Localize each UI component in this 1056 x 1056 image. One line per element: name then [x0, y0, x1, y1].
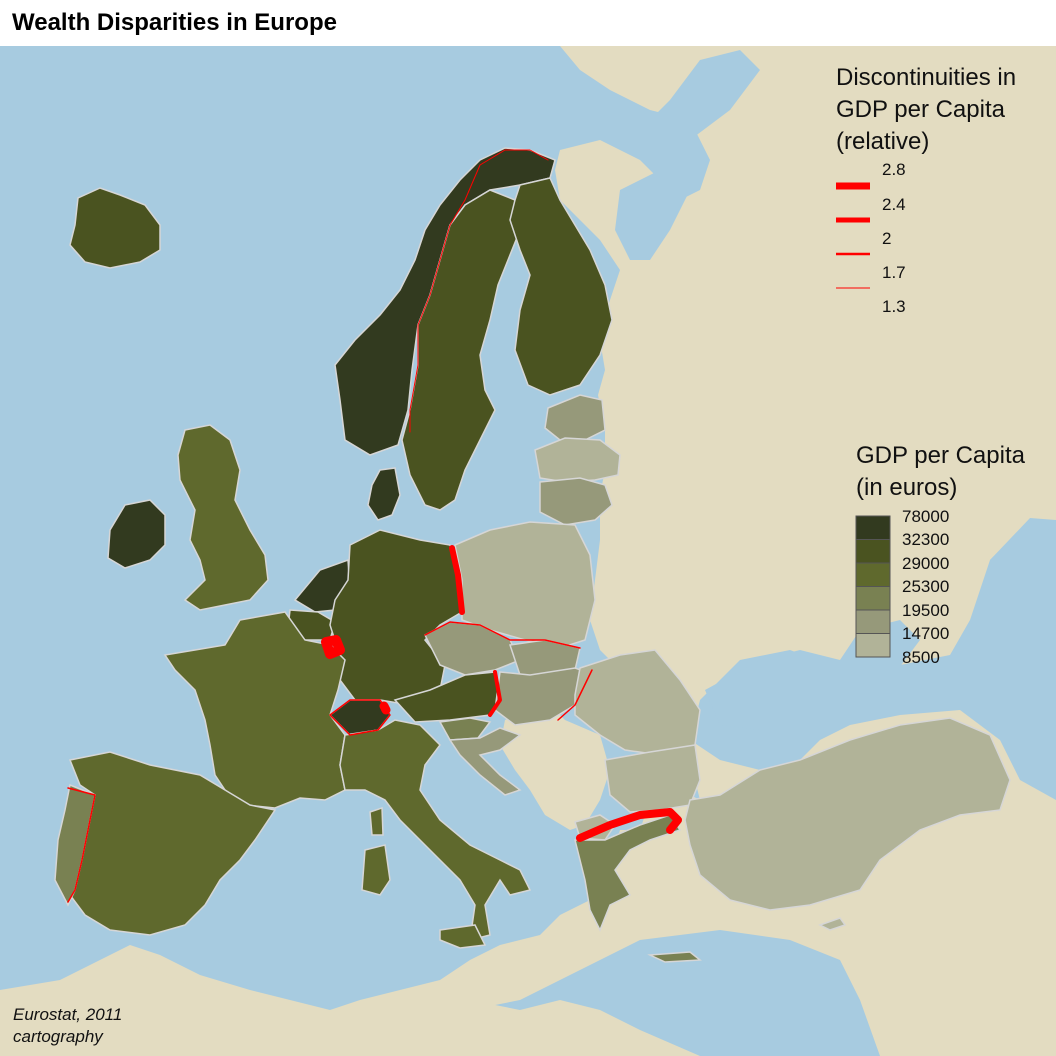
gdp-swatch-4: [855, 586, 891, 611]
discontinuity-legend-title: Discontinuities in GDP per Capita (relat…: [836, 62, 1016, 158]
country-sicily: [439, 924, 487, 949]
discontinuity-norway-sweden: [409, 149, 549, 433]
discontinuity-liechtenstein: [379, 701, 391, 715]
country-slovenia: [438, 717, 492, 741]
country-iceland: [69, 187, 161, 269]
country-cyprus: [818, 917, 847, 931]
discontinuity-hungary-romania: [557, 669, 593, 721]
country-ireland: [107, 499, 166, 569]
discontinuity-spain-portugal: [67, 787, 96, 903]
country-denmark: [367, 467, 401, 521]
discontinuities: [67, 149, 682, 903]
gdp-break-label: 25300: [902, 577, 950, 596]
gdp-swatch-5: [855, 609, 891, 634]
gdp-swatch-3: [855, 562, 891, 587]
country-latvia: [534, 437, 621, 483]
gdp-break-label: 78000: [902, 507, 950, 526]
gdp-break-label: 8500: [902, 648, 940, 667]
country-estonia: [544, 394, 606, 441]
country-uk: [177, 424, 269, 611]
gdp-swatch-6: [855, 633, 891, 658]
country-corsica: [369, 806, 384, 836]
gdp-break-label: 32300: [902, 530, 950, 549]
disc-break-label: 2: [882, 229, 892, 248]
disc-title-line-1: Discontinuities in: [836, 64, 1017, 91]
gdp-break-label: 29000: [902, 554, 950, 573]
country-croatia: [448, 727, 522, 796]
gdp-legend-title: GDP per Capita (in euros): [856, 440, 1025, 504]
gdp-title-line-2: (in euros): [856, 474, 958, 501]
disc-title-line-3: (relative): [836, 128, 930, 155]
source-note: Eurostat, 2011 cartography: [13, 1004, 122, 1048]
countries: [54, 147, 1011, 963]
gdp-swatch-2: [855, 539, 891, 564]
country-lithuania: [539, 477, 613, 526]
discontinuity-germany-poland: [449, 545, 465, 615]
disc-title-line-2: GDP per Capita: [836, 96, 1005, 123]
discontinuity-legend-symbols: [836, 182, 870, 289]
gdp-break-label: 14700: [902, 624, 950, 643]
country-sardinia: [361, 844, 391, 896]
country-france: [163, 611, 346, 809]
gdp-break-label: 19500: [902, 601, 950, 620]
disc-break-label: 2.4: [882, 195, 906, 214]
country-greece: [574, 814, 682, 932]
source-line-2: cartography: [13, 1027, 103, 1046]
country-poland: [454, 521, 596, 649]
disc-break-label: 2.8: [882, 160, 906, 179]
gdp-swatch-1: [855, 515, 891, 540]
country-turkey: [684, 717, 1011, 911]
map-title: Wealth Disparities in Europe: [12, 9, 337, 36]
discontinuity-switzerland: [329, 699, 391, 736]
gdp-legend-swatches: [855, 515, 891, 658]
disc-break-label: 1.7: [882, 263, 906, 282]
discontinuity-luxembourg: [321, 635, 345, 659]
country-germany: [329, 529, 463, 706]
discontinuity-austria-hungary: [488, 670, 502, 717]
discontinuity-greece-north: [576, 808, 682, 842]
country-italy: [339, 719, 532, 941]
source-line-1: Eurostat, 2011: [13, 1005, 123, 1024]
country-finland: [509, 177, 613, 396]
gdp-title-line-1: GDP per Capita: [856, 442, 1025, 469]
title-bar: Wealth Disparities in Europe: [0, 0, 1056, 46]
country-crete: [647, 951, 702, 963]
disc-break-label: 1.3: [882, 297, 906, 316]
europe-map: [0, 46, 1056, 1056]
discontinuity-czech-border: [424, 621, 581, 649]
